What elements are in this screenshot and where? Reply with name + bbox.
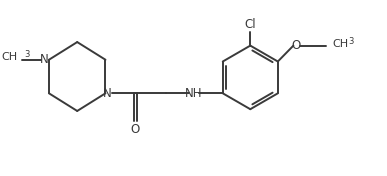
Text: 3: 3 [348, 37, 353, 46]
Text: O: O [131, 123, 140, 136]
Text: N: N [103, 87, 111, 100]
Text: NH: NH [185, 87, 202, 100]
Text: CH: CH [1, 52, 17, 62]
Text: CH: CH [332, 39, 348, 49]
Text: 3: 3 [24, 50, 29, 59]
Text: O: O [291, 39, 301, 52]
Text: Cl: Cl [245, 18, 256, 31]
Text: N: N [40, 53, 49, 66]
